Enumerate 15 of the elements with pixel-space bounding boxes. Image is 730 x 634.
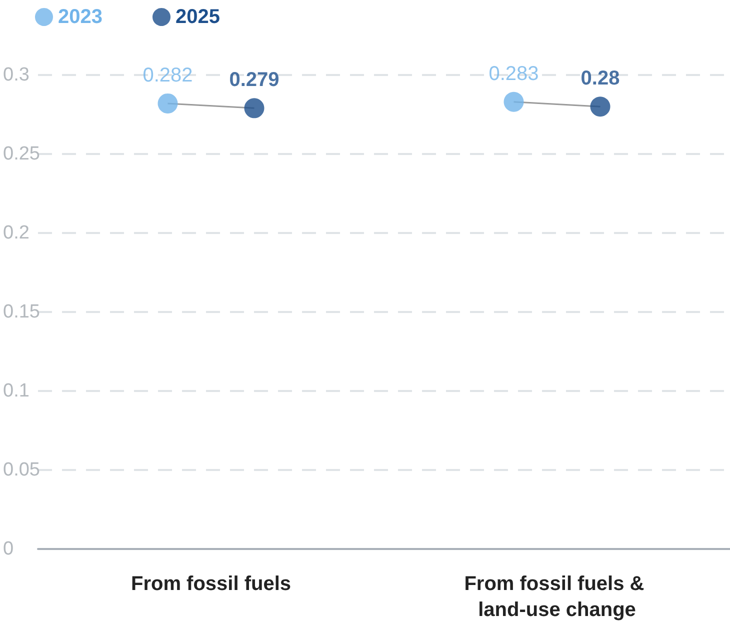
data-label: 0.28 [580, 68, 620, 90]
data-label: 0.282 [142, 64, 193, 86]
y-tick-label: 0.15 [3, 302, 40, 322]
data-label: 0.283 [488, 62, 539, 85]
x-tick-label: From fossil fuels & land-use change [464, 573, 650, 621]
y-tick-label: 0.1 [3, 380, 30, 402]
data-label: 0.279 [229, 69, 280, 92]
y-tick-label: 0.25 [3, 144, 40, 164]
y-tick-label: 0.3 [3, 64, 30, 86]
y-tick-label: 0 [3, 538, 14, 560]
y-tick-label: 0.05 [3, 460, 40, 480]
legend-label: 2023 [58, 6, 102, 28]
legend-label: 2025 [175, 6, 220, 28]
x-tick-label: From fossil fuels [130, 573, 292, 595]
y-tick-label: 0.2 [3, 222, 30, 244]
